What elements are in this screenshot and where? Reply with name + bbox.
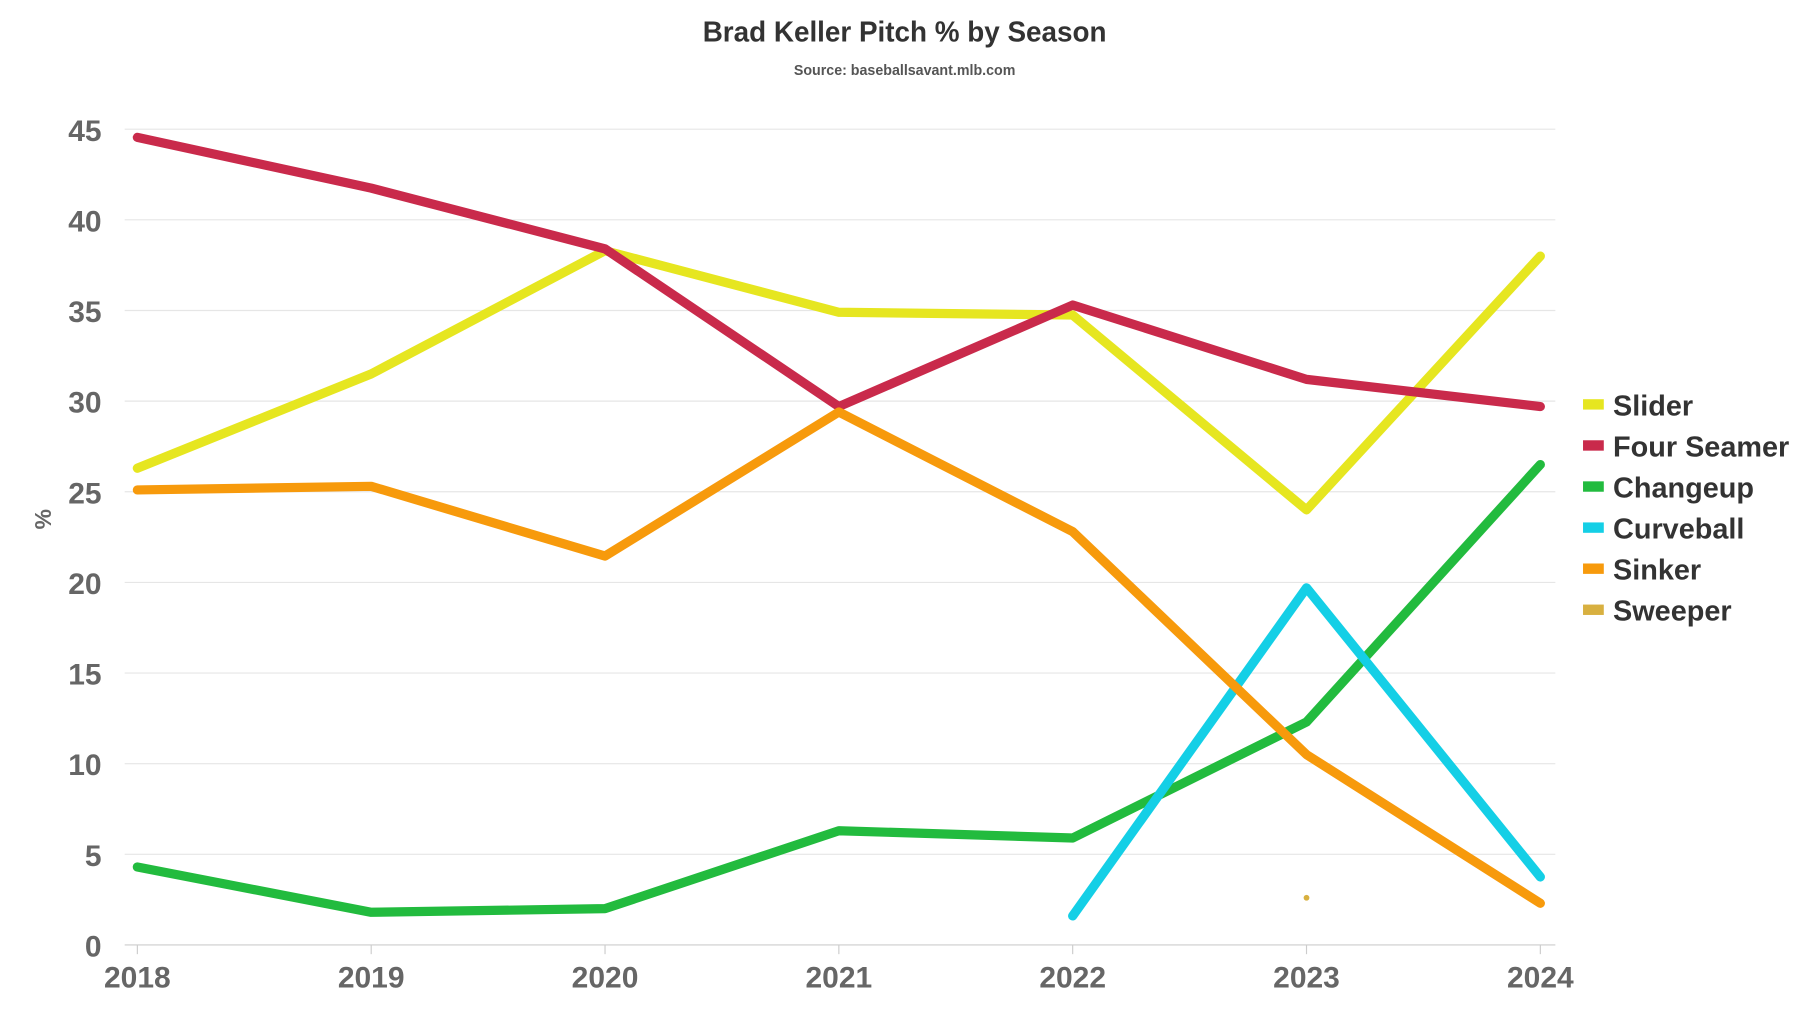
series-curveball: [1068, 583, 1545, 921]
legend-swatch: [1583, 481, 1604, 492]
series-line: [132, 407, 1545, 908]
y-tick-label: 40: [68, 205, 101, 238]
series-four-seamer: [132, 132, 1545, 412]
legend-item[interactable]: Sweeper: [1583, 596, 1732, 628]
x-tick-label: 2021: [805, 962, 872, 995]
legend-item[interactable]: Slider: [1583, 390, 1693, 422]
y-tick-label: 5: [85, 840, 102, 873]
series-line: [1068, 583, 1545, 921]
y-tick-label: 25: [68, 477, 101, 510]
series-line: [132, 132, 1545, 412]
legend-swatch: [1583, 563, 1604, 574]
legend-swatch: [1583, 522, 1604, 533]
y-tick-label: 20: [68, 568, 101, 601]
x-tick-label: 2018: [104, 962, 171, 995]
legend-label: Changeup: [1613, 473, 1754, 505]
x-tick-label: 2023: [1273, 962, 1340, 995]
series-sweeper: [1303, 894, 1310, 901]
y-tick-label: 10: [68, 749, 101, 782]
legend-item[interactable]: Sinker: [1583, 555, 1701, 587]
legend-label: Curveball: [1613, 514, 1744, 546]
y-tick-label: 35: [68, 296, 101, 329]
x-tick-label: 2020: [572, 962, 639, 995]
chart-subtitle: Source: baseballsavant.mlb.com: [794, 62, 1016, 79]
series-changeup: [132, 459, 1545, 917]
legend-label: Sinker: [1613, 555, 1701, 587]
series-line: [132, 459, 1545, 917]
legend-swatch: [1583, 604, 1604, 615]
chart-title: Brad Keller Pitch % by Season: [703, 17, 1107, 49]
x-tick-label: 2019: [338, 962, 405, 995]
y-tick-label: 0: [85, 930, 102, 963]
x-tick-label: 2024: [1507, 962, 1574, 995]
legend-label: Sweeper: [1613, 596, 1732, 628]
series-line: [132, 246, 1545, 515]
y-tick-label: 30: [68, 387, 101, 420]
legend-label: Four Seamer: [1613, 431, 1789, 463]
y-tick-label: 45: [68, 115, 101, 148]
legend-item[interactable]: Changeup: [1583, 473, 1754, 505]
legend-item[interactable]: Four Seamer: [1583, 431, 1789, 463]
legend-swatch: [1583, 440, 1604, 451]
y-tick-label: 15: [68, 659, 101, 692]
legend-label: Slider: [1613, 390, 1693, 422]
legend-item[interactable]: Curveball: [1583, 514, 1744, 546]
x-tick-label: 2022: [1039, 962, 1106, 995]
legend-swatch: [1583, 399, 1604, 410]
y-axis-label: %: [30, 509, 56, 530]
series-sinker: [132, 407, 1545, 908]
data-point[interactable]: [1303, 894, 1310, 901]
